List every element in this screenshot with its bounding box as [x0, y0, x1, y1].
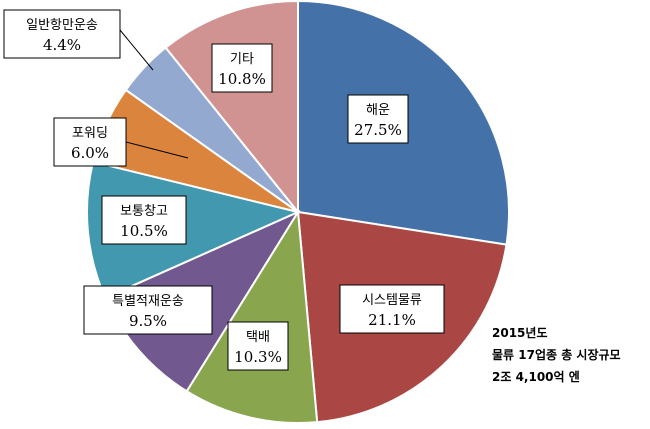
slice-label-box: 시스템물류 21.1% [339, 284, 445, 334]
slice-value-label: 10.5% [120, 222, 168, 240]
slice-label-box: 일반항만운송 4.4% [3, 9, 121, 59]
slice-label-box: 보통창고 10.5% [101, 195, 187, 245]
slice-category-label: 해운 [366, 103, 390, 118]
label-box-background [211, 43, 273, 93]
slice-category-label: 포워딩 [72, 126, 108, 141]
slice-category-label: 일반항만운송 [26, 18, 98, 33]
slice-category-label: 기타 [230, 52, 254, 67]
label-box-background [53, 117, 127, 167]
label-box-background [227, 321, 289, 371]
slice-label-box: 특별적재운송 9.5% [83, 285, 213, 335]
slice-value-label: 27.5% [354, 121, 402, 139]
slice-value-label: 21.1% [368, 311, 416, 329]
slice-label-box: 기타 10.8% [211, 43, 273, 93]
slice-category-label: 택배 [246, 330, 270, 345]
slice-category-label: 보통창고 [120, 204, 168, 219]
label-box-background [83, 285, 213, 335]
slice-category-label: 시스템물류 [362, 293, 422, 308]
slice-value-label: 10.8% [218, 70, 266, 88]
slice-value-label: 6.0% [71, 144, 109, 162]
slice-category-label: 특별적재운송 [112, 294, 184, 309]
slice-label-box: 택배 10.3% [227, 321, 289, 371]
label-box-background [347, 94, 409, 144]
slice-value-label: 9.5% [129, 312, 167, 330]
slice-value-label: 10.3% [234, 348, 282, 366]
label-box-background [3, 9, 121, 59]
leader-line [125, 141, 189, 159]
label-box-background [101, 195, 187, 245]
annotation-description: 물류 17업종 총 시장규모 [492, 348, 621, 362]
slice-label-box: 포워딩 6.0% [53, 117, 127, 167]
slice-label-box: 해운 27.5% [347, 94, 409, 144]
market-size-annotation: 2015년도 물류 17업종 총 시장규모 2조 4,100억 엔 [492, 322, 621, 388]
label-box-background [339, 284, 445, 334]
slice-value-label: 4.4% [43, 36, 81, 54]
leader-line [119, 29, 154, 71]
annotation-total: 2조 4,100억 엔 [492, 370, 580, 384]
annotation-year: 2015년도 [492, 326, 548, 340]
